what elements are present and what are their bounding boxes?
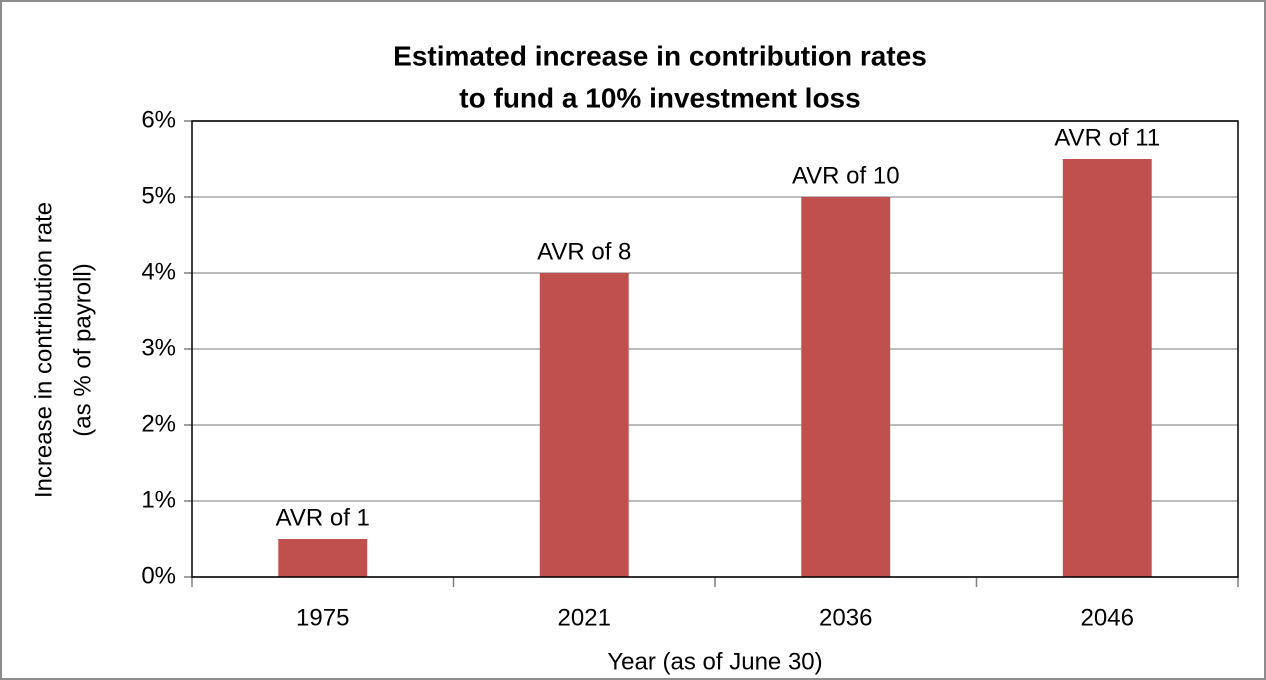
bar-label: AVR of 8 xyxy=(537,238,631,265)
x-tick-label: 2021 xyxy=(558,604,611,631)
chart-title: to fund a 10% investment loss xyxy=(459,82,860,113)
x-axis-label: Year (as of June 30) xyxy=(607,648,822,675)
y-tick-label: 6% xyxy=(141,106,176,133)
y-tick-label: 4% xyxy=(141,258,176,285)
bar xyxy=(278,539,368,577)
chart-title: Estimated increase in contribution rates xyxy=(393,40,927,71)
x-tick-label: 2036 xyxy=(819,604,872,631)
y-axis-label: (as % of payroll) xyxy=(69,263,96,436)
bar-label: AVR of 1 xyxy=(276,504,370,531)
y-tick-label: 2% xyxy=(141,410,176,437)
bar xyxy=(539,273,629,577)
y-tick-label: 3% xyxy=(141,334,176,361)
x-tick-label: 2046 xyxy=(1081,604,1134,631)
x-tick-label: 1975 xyxy=(296,604,349,631)
y-tick-label: 1% xyxy=(141,486,176,513)
bar-label: AVR of 10 xyxy=(792,162,900,189)
plot-border xyxy=(191,120,1239,578)
bar xyxy=(801,197,891,577)
bar-label: AVR of 11 xyxy=(1054,124,1160,151)
y-tick-label: 0% xyxy=(141,562,176,589)
bar xyxy=(1062,159,1152,577)
y-tick-label: 5% xyxy=(141,182,176,209)
y-axis-label: Increase in contribution rate xyxy=(30,202,57,498)
